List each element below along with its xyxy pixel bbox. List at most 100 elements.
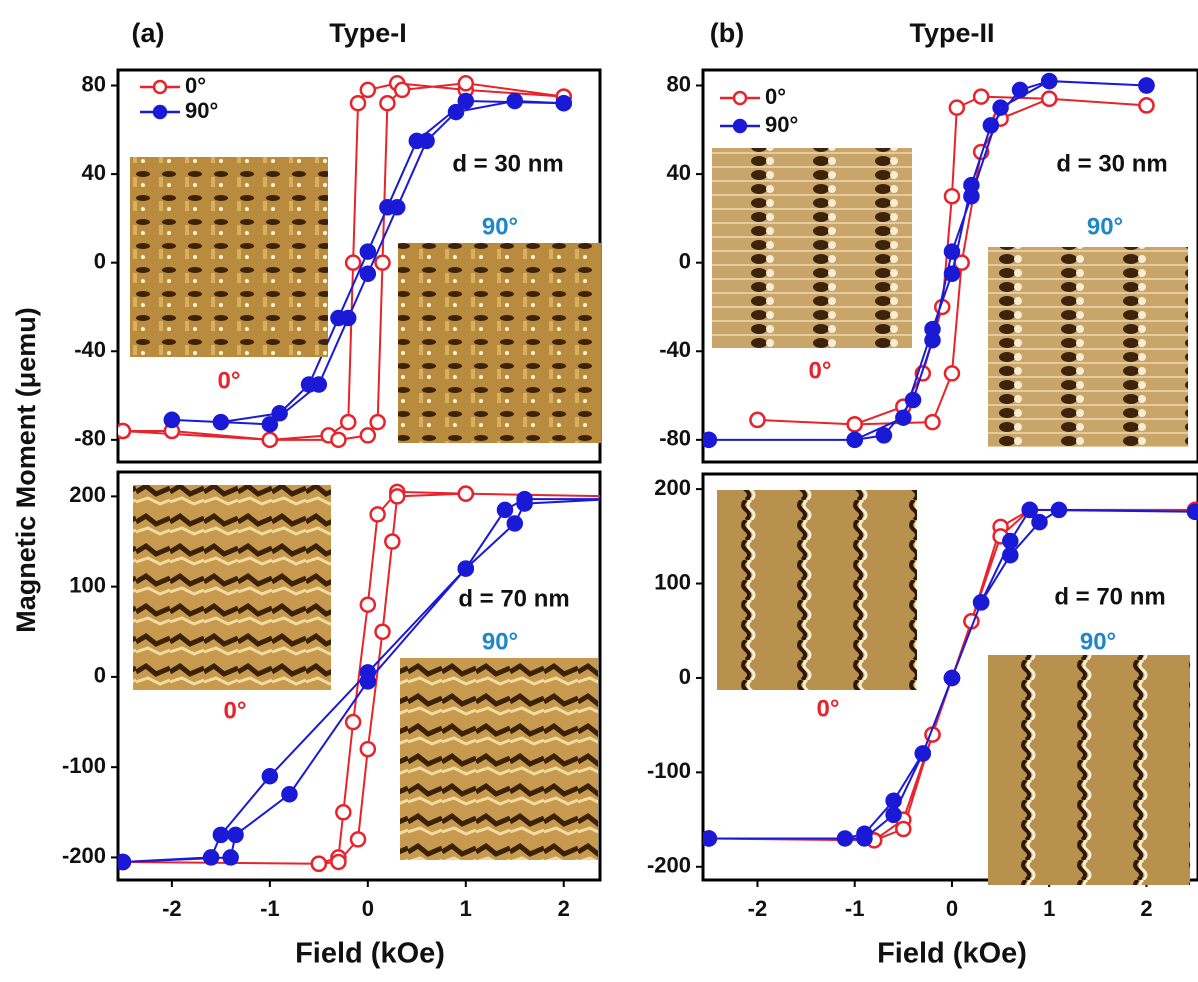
x-tick-label: -1: [260, 896, 280, 921]
marker: [950, 101, 964, 115]
y-tick-label: 0: [94, 248, 106, 273]
marker: [702, 831, 716, 845]
marker: [165, 413, 179, 427]
marker: [906, 393, 920, 407]
marker: [498, 503, 512, 517]
marker: [341, 311, 355, 325]
x-tick-label: 1: [460, 896, 472, 921]
y-tick-label: -80: [659, 426, 691, 451]
marker: [887, 808, 901, 822]
marker: [974, 90, 988, 104]
inset-image: [712, 148, 912, 348]
marker: [361, 245, 375, 259]
x-tick-label: 0: [946, 896, 958, 921]
marker: [336, 805, 350, 819]
inset-label: 0°: [809, 357, 832, 384]
marker: [224, 850, 238, 864]
marker: [1139, 98, 1153, 112]
marker: [1003, 534, 1017, 548]
y-tick-label: -100: [62, 753, 106, 778]
marker: [857, 831, 871, 845]
marker: [606, 489, 620, 503]
y-tick-label: 0: [679, 248, 691, 273]
panel-label: (b): [710, 18, 744, 48]
inset-label: 0°: [817, 695, 840, 722]
x-tick-label: -1: [845, 896, 865, 921]
marker: [945, 189, 959, 203]
annotation: d = 30 nm: [1056, 150, 1167, 177]
marker: [390, 489, 404, 503]
panel-title: Type-II: [909, 18, 994, 48]
x-tick-label: -2: [748, 896, 768, 921]
inset-label: 90°: [1087, 213, 1123, 240]
marker: [395, 83, 409, 97]
marker: [263, 769, 277, 783]
x-tick-label: -2: [162, 896, 182, 921]
marker: [974, 595, 988, 609]
marker: [1042, 92, 1056, 106]
inset-label: 0°: [224, 697, 247, 724]
marker: [376, 256, 390, 270]
y-tick-label: -200: [62, 843, 106, 868]
legend-label: 90°: [765, 112, 798, 137]
marker: [361, 267, 375, 281]
marker: [926, 322, 940, 336]
marker: [214, 415, 228, 429]
y-tick-label: 200: [654, 475, 691, 500]
marker: [916, 746, 930, 760]
marker: [376, 625, 390, 639]
marker: [557, 96, 571, 110]
y-tick-label: 0: [679, 664, 691, 689]
panel-title: Type-I: [329, 18, 407, 48]
marker: [361, 428, 375, 442]
marker: [606, 492, 620, 506]
marker: [263, 417, 277, 431]
y-tick-label: 80: [82, 71, 106, 96]
legend-label: 0°: [185, 73, 206, 98]
x-tick-label: 2: [1140, 896, 1152, 921]
marker: [1139, 79, 1153, 93]
marker: [346, 715, 360, 729]
legend-marker: [154, 106, 166, 118]
marker: [1052, 503, 1066, 517]
marker: [1042, 74, 1056, 88]
marker: [449, 105, 463, 119]
marker: [351, 96, 365, 110]
annotation: d = 30 nm: [452, 150, 563, 177]
figure: -80-40040800°90°d = 30 nm0°90°(a)Type-IM…: [0, 0, 1198, 982]
marker: [385, 535, 399, 549]
inset-image: [400, 658, 598, 860]
inset-image: [988, 247, 1188, 447]
y-tick-label: 100: [654, 569, 691, 594]
marker: [214, 828, 228, 842]
marker: [838, 831, 852, 845]
marker: [282, 787, 296, 801]
marker: [877, 428, 891, 442]
marker: [361, 674, 375, 688]
marker: [702, 433, 716, 447]
annotation: d = 70 nm: [1054, 583, 1165, 610]
marker: [204, 850, 218, 864]
inset-label: 90°: [1080, 628, 1116, 655]
legend-marker: [734, 120, 746, 132]
marker: [926, 415, 940, 429]
y-tick-label: 40: [667, 160, 691, 185]
y-tick-label: -40: [659, 337, 691, 362]
marker: [263, 433, 277, 447]
marker: [945, 267, 959, 281]
inset-image: [398, 243, 601, 443]
legend-marker: [154, 81, 166, 93]
marker: [420, 134, 434, 148]
x-axis-label: Field (kOe): [295, 938, 445, 970]
inset-label: 0°: [218, 367, 241, 394]
marker: [945, 671, 959, 685]
panel-label: (a): [132, 18, 165, 48]
marker: [887, 794, 901, 808]
marker: [331, 433, 345, 447]
marker: [341, 415, 355, 429]
inset-label: 90°: [482, 213, 518, 240]
marker: [848, 433, 862, 447]
marker: [351, 832, 365, 846]
marker: [896, 411, 910, 425]
marker: [380, 96, 394, 110]
